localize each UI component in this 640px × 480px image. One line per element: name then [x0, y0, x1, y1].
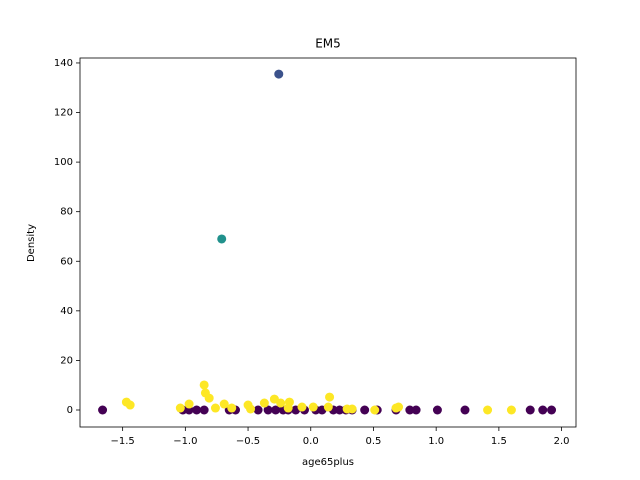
x-tick-label: 0.5	[366, 436, 382, 447]
plot-frame	[79, 57, 577, 428]
x-tick-label: −1.0	[173, 436, 197, 447]
point	[283, 403, 293, 413]
point	[259, 398, 269, 408]
point	[394, 402, 404, 412]
point	[274, 69, 284, 79]
y-tick-label: 80	[60, 207, 73, 218]
point	[347, 404, 357, 414]
point	[199, 380, 209, 390]
point	[125, 400, 135, 410]
point	[263, 405, 273, 415]
point	[370, 405, 380, 415]
point	[335, 405, 345, 415]
y-tick-label: 0	[67, 405, 73, 416]
x-tick-label: −1.5	[110, 436, 134, 447]
point	[460, 405, 470, 415]
point	[538, 405, 548, 415]
point	[98, 405, 108, 415]
point	[547, 405, 557, 415]
point	[219, 399, 229, 409]
point	[192, 405, 202, 415]
point	[217, 234, 227, 244]
point	[483, 405, 493, 415]
chart-title: EM5	[315, 37, 341, 51]
x-tick-label: −0.5	[236, 436, 260, 447]
point	[246, 404, 256, 414]
point	[323, 402, 333, 412]
y-tick-label: 20	[60, 355, 73, 366]
y-axis-label: Density	[26, 224, 37, 262]
y-tick-label: 140	[54, 58, 73, 69]
x-tick-label: 0.0	[303, 436, 319, 447]
point	[411, 405, 421, 415]
point	[432, 405, 442, 415]
point	[325, 392, 335, 402]
point	[308, 402, 318, 412]
point	[253, 405, 263, 415]
y-tick-label: 60	[60, 256, 73, 267]
point	[210, 403, 220, 413]
point	[227, 403, 237, 413]
point	[199, 405, 209, 415]
y-tick-label: 120	[54, 108, 73, 119]
point	[297, 402, 307, 412]
x-axis-label: age65plus	[302, 457, 354, 468]
point	[525, 405, 535, 415]
point	[175, 403, 185, 413]
point	[204, 393, 214, 403]
x-tick-label: 1.5	[491, 436, 507, 447]
y-tick-label: 100	[54, 157, 73, 168]
point	[405, 405, 415, 415]
point	[506, 405, 516, 415]
point	[184, 399, 194, 409]
point	[360, 405, 370, 415]
point	[276, 398, 286, 408]
point	[271, 405, 281, 415]
x-tick-label: 2.0	[554, 436, 570, 447]
y-tick-label: 40	[60, 306, 73, 317]
x-tick-label: 1.0	[428, 436, 444, 447]
